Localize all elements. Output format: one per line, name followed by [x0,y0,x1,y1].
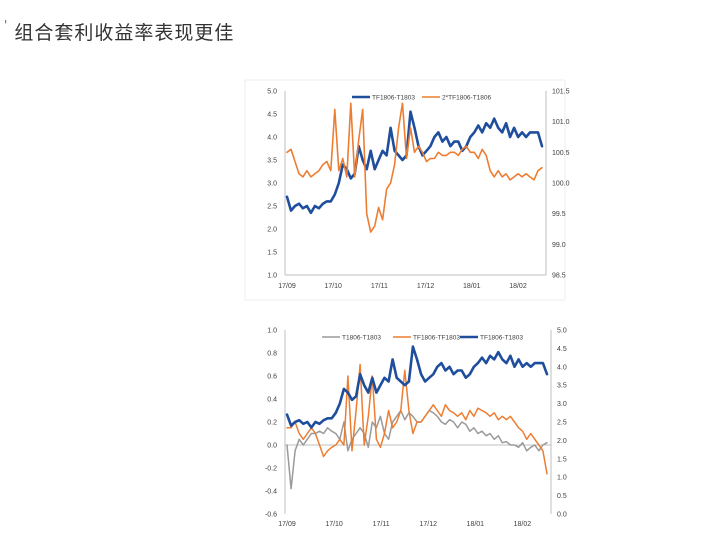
x-tick-label: 18/01 [467,521,485,528]
x-tick-label: 18/02 [514,521,532,528]
right-tick-label: 100.5 [552,150,570,157]
x-tick-label: 18/02 [509,283,527,290]
right-tick-label: 99.0 [552,242,566,249]
right-tick-label: 101.0 [552,119,570,126]
x-tick-label: 17/11 [371,283,388,290]
right-tick-label: 99.5 [552,211,566,218]
legend-label: TF1806-T1803 [480,335,523,342]
right-tick-label: 4.0 [557,364,567,371]
right-tick-label: 2.5 [557,420,567,427]
right-tick-label: 98.5 [552,273,566,280]
right-tick-label: 0.5 [557,493,567,500]
heading-text: 组合套利收益率表现更佳 [14,22,235,44]
left-tick-label: 4.0 [267,135,277,142]
series-line-1 [286,102,543,233]
chart-top: 5.0 4.5 4.0 3.5 3.0 2.5 2.0 1.5 1.0 101.5 101.0 100… [244,79,570,301]
right-tick-label: 1.0 [557,475,567,482]
left-tick-label: 0.4 [267,397,277,404]
left-tick-label: 4.5 [267,112,277,119]
series-line-0 [285,110,544,215]
left-tick-label: 3.5 [267,158,277,165]
legend-label: TF1806-T1803 [372,95,415,102]
chart-bottom: 1.0 0.8 0.6 0.4 0.2 0.0 -0.2 -0.4 -0.6 5.0 4.5 4.0 3… [265,328,567,529]
right-tick-label: 3.0 [557,401,567,408]
right-tick-label: 4.5 [557,346,567,353]
right-tick-label: 101.5 [552,89,570,96]
left-tick-label: 1.5 [267,250,277,257]
left-tick-label: 0.6 [267,374,277,381]
left-tick-label: 0.0 [267,443,277,450]
series-line-1 [286,363,548,475]
x-tick-label: 17/10 [324,283,342,290]
x-tick-label: 17/09 [278,283,296,290]
heading-marker: ' [4,18,9,32]
legend-label: 2*TF1806-T1806 [442,95,492,102]
chart-frame [244,79,566,301]
legend-label: TF1806-TF1803 [413,335,460,342]
page-heading: ' 组合套利收益率表现更佳 [4,18,234,45]
x-tick-label: 17/09 [278,521,296,528]
right-tick-label: 5.0 [557,328,567,335]
x-tick-label: 17/12 [417,283,435,290]
series-line-2 [285,345,549,429]
x-tick-label: 17/10 [325,521,343,528]
x-tick-label: 17/11 [373,521,390,528]
right-tick-label: 1.5 [557,456,567,463]
left-tick-label: -0.2 [265,466,277,473]
left-tick-label: -0.4 [265,489,277,496]
left-tick-label: 2.5 [267,204,277,211]
left-tick-label: 5.0 [267,89,277,96]
x-tick-label: 17/12 [419,521,437,528]
left-tick-label: 1.0 [267,328,277,335]
right-tick-label: 100.0 [552,181,570,188]
left-tick-label: 0.2 [267,420,277,427]
left-tick-label: 2.0 [267,227,277,234]
left-tick-label: 0.8 [267,351,277,358]
legend-label: T1806-T1803 [342,335,381,342]
right-tick-label: 2.0 [557,438,567,445]
left-tick-label: 3.0 [267,181,277,188]
left-tick-label: 1.0 [267,273,277,280]
x-tick-label: 18/01 [463,283,481,290]
left-tick-label: -0.6 [265,512,277,519]
right-tick-label: 3.5 [557,383,567,390]
right-tick-label: 0.0 [557,512,567,519]
